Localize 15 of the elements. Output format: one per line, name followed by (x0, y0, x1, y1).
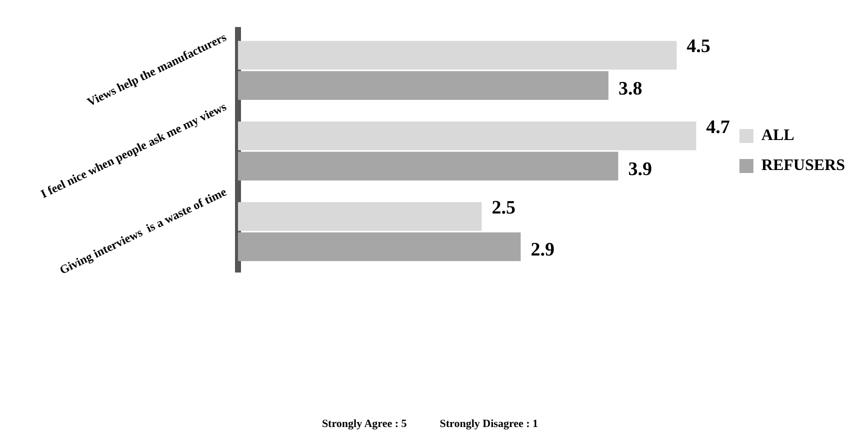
bar (238, 152, 618, 180)
data-label: 3.8 (618, 78, 642, 100)
text: Strongly Agree : 5 Strongly Disagree : 1 (322, 418, 538, 430)
data-label: 2.9 (530, 240, 554, 261)
legend-label: ALL (761, 127, 794, 144)
data-label: 4.7 (706, 116, 730, 138)
bar (238, 40, 677, 70)
bar (238, 122, 696, 150)
bar (238, 202, 482, 231)
data-label: 3.9 (628, 159, 652, 180)
bar (238, 71, 608, 100)
bar (238, 232, 521, 262)
legend-label: REFUSERS (761, 157, 846, 174)
data-label: 4.5 (686, 36, 710, 58)
data-label: 2.5 (492, 197, 516, 218)
